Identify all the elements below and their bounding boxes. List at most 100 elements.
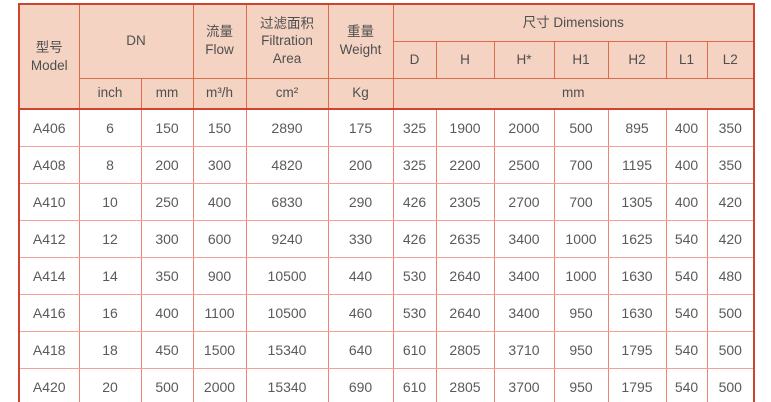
table-row: A410 10 250 400 6830 290 426 2305 2700 700 1305 400…	[18, 183, 755, 221]
value-cell: 3710	[493, 331, 555, 369]
value-cell: 3400	[493, 294, 555, 332]
value-cell: 15340	[245, 331, 329, 369]
value-cell: 895	[607, 108, 667, 147]
value-cell: 600	[192, 220, 247, 258]
value-cell: 2500	[493, 146, 555, 184]
value-cell: 290	[327, 183, 394, 221]
value-cell: 325	[392, 108, 437, 147]
value-cell: 500	[140, 368, 194, 402]
value-cell: 1195	[607, 146, 667, 184]
value-cell: 8	[78, 146, 142, 184]
value-cell: 6	[78, 108, 142, 147]
value-cell: 530	[392, 257, 437, 295]
value-cell: 18	[78, 331, 142, 369]
value-cell: 640	[327, 331, 394, 369]
value-cell: 700	[553, 146, 609, 184]
header-row-units: inch mm m³/h cm² Kg mm	[19, 77, 755, 110]
header-dn: DN	[78, 3, 194, 79]
value-cell: 1795	[607, 368, 667, 402]
value-cell: 440	[327, 257, 394, 295]
value-cell: 400	[140, 294, 194, 332]
header-dim-h1: H1	[553, 40, 609, 79]
value-cell: 3400	[493, 220, 555, 258]
value-cell: 12	[78, 220, 142, 258]
value-cell: 540	[665, 220, 708, 258]
value-cell: 1000	[553, 220, 609, 258]
header-dim-l1: L1	[665, 40, 708, 79]
value-cell: 1100	[192, 294, 247, 332]
value-cell: 426	[392, 183, 437, 221]
value-cell: 400	[665, 146, 708, 184]
value-cell: 400	[665, 108, 708, 147]
value-cell: 900	[192, 257, 247, 295]
value-cell: 400	[665, 183, 708, 221]
value-cell: 1900	[435, 108, 495, 147]
value-cell: 1305	[607, 183, 667, 221]
spec-table: 型号 Model DN 流量 Flow 过滤面积 Filtration Area…	[18, 3, 756, 402]
value-cell: 350	[706, 108, 755, 147]
value-cell: 200	[140, 146, 194, 184]
unit-filtration: cm²	[245, 77, 329, 110]
model-cell: A418	[18, 331, 80, 369]
header-model-zh: 型号	[35, 39, 63, 55]
table-row: A412 12 300 600 9240 330 426 2635 3400 1000 1625 54…	[18, 220, 755, 258]
value-cell: 460	[327, 294, 394, 332]
value-cell: 700	[553, 183, 609, 221]
value-cell: 950	[553, 331, 609, 369]
table-body: A406 6 150 150 2890 175 325 1900 2000 500 895 400 35…	[18, 108, 755, 402]
value-cell: 2805	[435, 368, 495, 402]
value-cell: 1500	[192, 331, 247, 369]
unit-flow: m³/h	[192, 77, 247, 110]
value-cell: 2305	[435, 183, 495, 221]
value-cell: 10500	[245, 294, 329, 332]
value-cell: 2635	[435, 220, 495, 258]
unit-dn-mm: mm	[140, 77, 194, 110]
value-cell: 500	[706, 368, 755, 402]
header-flow-zh: 流量	[206, 24, 233, 40]
header-weight-en: Weight	[339, 42, 382, 58]
value-cell: 350	[706, 146, 755, 184]
value-cell: 250	[140, 183, 194, 221]
value-cell: 540	[665, 331, 708, 369]
header-flow-en: Flow	[205, 42, 234, 58]
value-cell: 420	[706, 220, 755, 258]
value-cell: 2700	[493, 183, 555, 221]
unit-dimensions: mm	[392, 77, 755, 110]
header-model-en: Model	[30, 57, 68, 73]
value-cell: 200	[327, 146, 394, 184]
table-header: 型号 Model DN 流量 Flow 过滤面积 Filtration Area…	[18, 3, 755, 110]
value-cell: 1625	[607, 220, 667, 258]
value-cell: 300	[140, 220, 194, 258]
value-cell: 330	[327, 220, 394, 258]
value-cell: 400	[192, 183, 247, 221]
model-cell: A420	[18, 368, 80, 402]
header-weight: 重量 Weight	[327, 3, 394, 79]
value-cell: 9240	[245, 220, 329, 258]
header-dimensions: 尺寸 Dimensions	[392, 3, 755, 42]
unit-weight: Kg	[327, 77, 394, 110]
value-cell: 14	[78, 257, 142, 295]
header-filtration-en: Filtration Area	[261, 33, 313, 67]
model-cell: A412	[18, 220, 80, 258]
value-cell: 2640	[435, 294, 495, 332]
table-row: A416 16 400 1100 10500 460 530 2640 3400 950 1630 5…	[18, 294, 755, 332]
value-cell: 950	[553, 294, 609, 332]
value-cell: 300	[192, 146, 247, 184]
value-cell: 6830	[245, 183, 329, 221]
value-cell: 610	[392, 368, 437, 402]
value-cell: 2890	[245, 108, 329, 147]
value-cell: 1000	[553, 257, 609, 295]
value-cell: 1795	[607, 331, 667, 369]
header-flow: 流量 Flow	[192, 3, 247, 79]
header-dim-h-star: H*	[493, 40, 555, 79]
value-cell: 540	[665, 257, 708, 295]
value-cell: 500	[706, 294, 755, 332]
value-cell: 610	[392, 331, 437, 369]
header-model: 型号 Model	[18, 3, 80, 110]
unit-dn-inch: inch	[78, 77, 142, 110]
model-cell: A406	[18, 108, 80, 147]
value-cell: 540	[665, 368, 708, 402]
value-cell: 480	[706, 257, 755, 295]
value-cell: 2640	[435, 257, 495, 295]
value-cell: 950	[553, 368, 609, 402]
